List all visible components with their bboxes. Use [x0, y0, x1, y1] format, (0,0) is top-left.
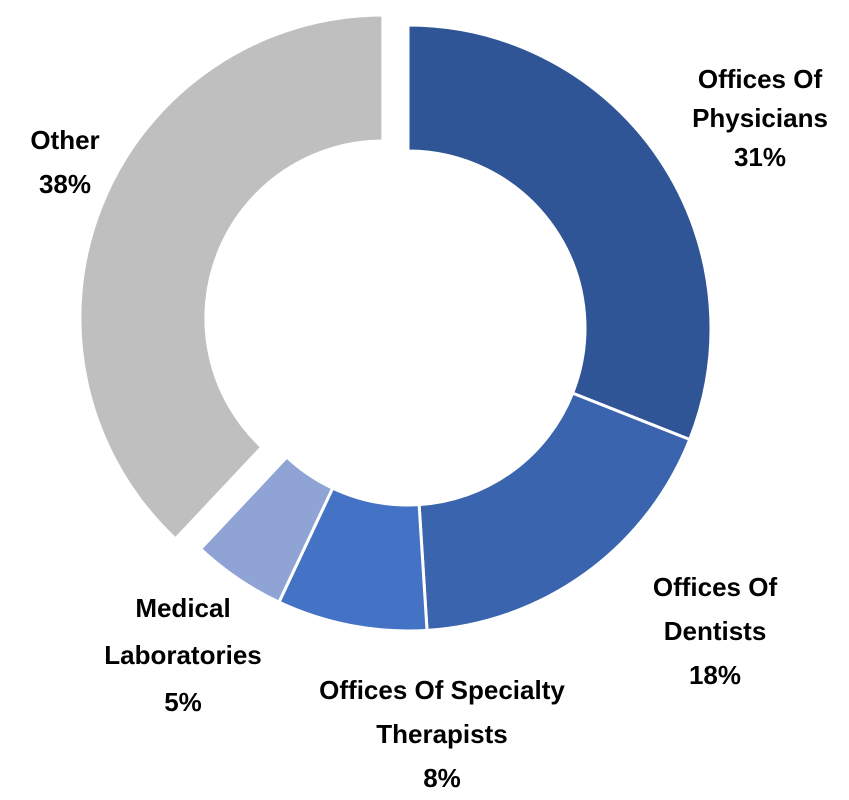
donut-slice: [406, 23, 713, 442]
category-label: Offices Of Specialty Therapists: [319, 675, 565, 749]
donut-slice: [78, 13, 385, 542]
slice-label: Other 38%: [5, 118, 125, 206]
value-label: 18%: [688, 660, 742, 690]
value-label: 31%: [733, 142, 787, 172]
donut-slice: [198, 454, 335, 605]
category-label: Medical Laboratories: [104, 593, 262, 670]
category-label: Offices Of Dentists: [652, 572, 778, 646]
category-label: Offices Of Physicians: [692, 64, 828, 133]
value-label: 38%: [38, 169, 92, 199]
value-label: 8%: [423, 763, 461, 793]
slice-label: Offices Of Dentists 18%: [625, 565, 805, 697]
donut-slice: [417, 391, 692, 632]
category-label: Other: [30, 125, 100, 155]
slice-label: Offices Of Specialty Therapists 8%: [282, 668, 602, 800]
value-label: 5%: [164, 687, 202, 717]
slice-label: Medical Laboratories 5%: [88, 585, 278, 726]
slice-label: Offices Of Physicians 31%: [670, 60, 849, 177]
